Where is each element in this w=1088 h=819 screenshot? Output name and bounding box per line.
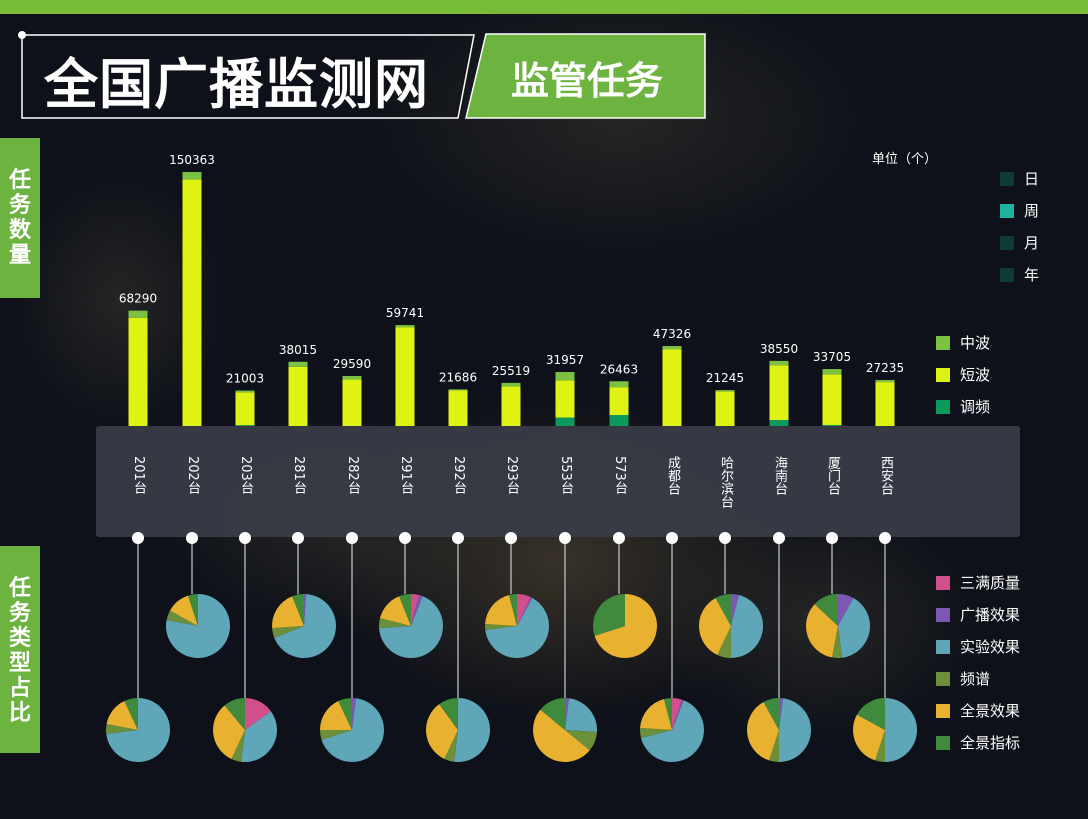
bar-value-label: 38550 — [760, 342, 798, 356]
bar-value-label: 25519 — [492, 364, 530, 378]
bar-value-label: 31957 — [546, 353, 584, 367]
bar-segment[interactable] — [449, 389, 468, 390]
category-marker-dot[interactable] — [879, 532, 891, 544]
pie-slice[interactable] — [885, 698, 917, 762]
category-marker-dot[interactable] — [773, 532, 785, 544]
bar-segment[interactable] — [876, 380, 895, 382]
bar-segment[interactable] — [236, 392, 255, 425]
bar-segment[interactable] — [823, 425, 842, 426]
bar-segment[interactable] — [343, 380, 362, 426]
bar-segment[interactable] — [183, 172, 202, 179]
bar-segment[interactable] — [502, 383, 521, 386]
bar-value-label: 21003 — [226, 372, 264, 386]
bar-segment[interactable] — [610, 415, 629, 426]
bar-segment[interactable] — [343, 376, 362, 380]
bar-segment[interactable] — [129, 311, 148, 318]
bar-value-label: 68290 — [119, 292, 157, 306]
bar-segment[interactable] — [129, 318, 148, 426]
category-marker-dot[interactable] — [132, 532, 144, 544]
bar-segment[interactable] — [610, 387, 629, 415]
bar-segment[interactable] — [716, 390, 735, 391]
bar-segment[interactable] — [823, 374, 842, 425]
bar-segment[interactable] — [663, 346, 682, 349]
bar-segment[interactable] — [289, 367, 308, 426]
category-marker-dot[interactable] — [346, 532, 358, 544]
category-marker-dot[interactable] — [399, 532, 411, 544]
bar-value-label: 47326 — [653, 327, 691, 341]
bar-segment[interactable] — [823, 369, 842, 374]
bar-segment[interactable] — [236, 425, 255, 426]
category-marker-dot[interactable] — [826, 532, 838, 544]
bar-value-label: 59741 — [386, 306, 424, 320]
category-marker-dot[interactable] — [666, 532, 678, 544]
pie-slice[interactable] — [454, 698, 490, 762]
bar-segment[interactable] — [396, 325, 415, 327]
bar-segment[interactable] — [183, 179, 202, 426]
bar-value-label: 26463 — [600, 362, 638, 376]
category-marker-dot[interactable] — [719, 532, 731, 544]
category-marker-dot[interactable] — [186, 532, 198, 544]
bar-segment[interactable] — [556, 380, 575, 417]
bar-value-label: 38015 — [279, 343, 317, 357]
bar-segment[interactable] — [556, 418, 575, 426]
bar-value-label: 21686 — [439, 370, 477, 384]
pie-slice[interactable] — [779, 698, 811, 762]
category-marker-dot[interactable] — [452, 532, 464, 544]
bar-segment[interactable] — [449, 391, 468, 426]
bar-value-label: 150363 — [169, 153, 215, 167]
category-marker-dot[interactable] — [239, 532, 251, 544]
category-marker-dot[interactable] — [613, 532, 625, 544]
pie-slice[interactable] — [565, 698, 597, 732]
bar-segment[interactable] — [556, 372, 575, 380]
bar-segment[interactable] — [770, 361, 789, 365]
bar-value-label: 27235 — [866, 361, 904, 375]
category-marker-dot[interactable] — [559, 532, 571, 544]
bar-segment[interactable] — [770, 420, 789, 426]
bar-segment[interactable] — [663, 349, 682, 426]
bar-segment[interactable] — [236, 391, 255, 393]
bar-segment[interactable] — [502, 386, 521, 426]
bar-segment[interactable] — [876, 382, 895, 426]
category-marker-dot[interactable] — [505, 532, 517, 544]
bar-segment[interactable] — [770, 365, 789, 420]
bar-value-label: 29590 — [333, 357, 371, 371]
bar-segment[interactable] — [396, 327, 415, 426]
category-marker-dot[interactable] — [292, 532, 304, 544]
bar-value-label: 21245 — [706, 371, 744, 385]
bar-segment[interactable] — [716, 391, 735, 426]
bar-segment[interactable] — [289, 362, 308, 367]
bar-segment[interactable] — [610, 381, 629, 387]
bar-value-label: 33705 — [813, 350, 851, 364]
